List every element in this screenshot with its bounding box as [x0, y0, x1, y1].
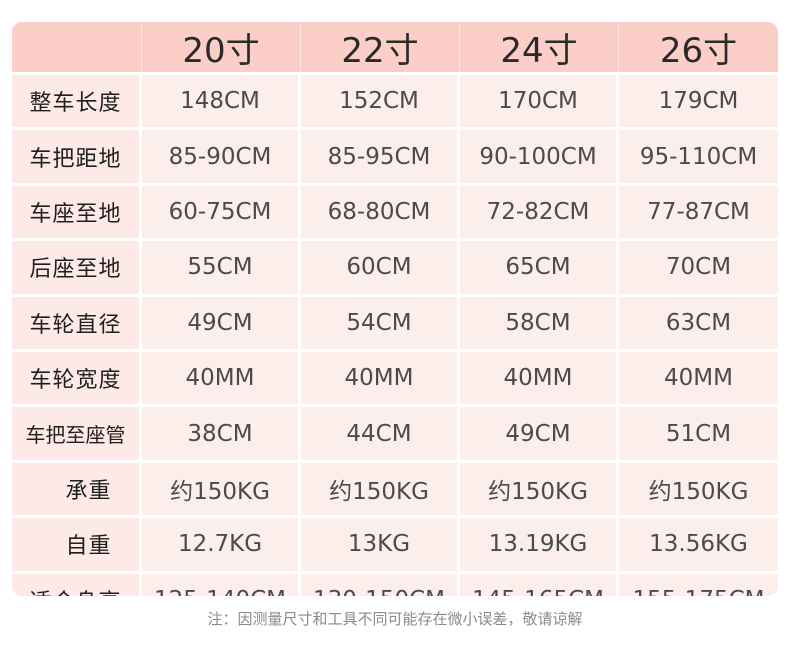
header-corner — [12, 22, 142, 72]
table-cell: 40MM — [301, 351, 460, 405]
table-cell: 68-80CM — [301, 185, 460, 239]
table-header-row: 20寸 22寸 24寸 26寸 — [12, 22, 778, 72]
table-cell: 70CM — [619, 241, 778, 294]
table-cell: 约150KG — [619, 462, 778, 516]
table-cell: 54CM — [301, 296, 460, 349]
table-cell: 179CM — [619, 75, 778, 128]
table-row: 车轮宽度 40MM 40MM 40MM 40MM — [12, 348, 778, 405]
table-cell: 40MM — [460, 351, 619, 405]
table-cell: 40MM — [619, 351, 778, 405]
row-label: 整车长度 — [12, 75, 142, 128]
table-row: 车把距地 85-90CM 85-95CM 90-100CM 95-110CM — [12, 127, 778, 183]
table-cell: 60-75CM — [142, 185, 301, 239]
table-cell: 77-87CM — [619, 185, 778, 239]
table-cell: 65CM — [460, 241, 619, 294]
row-label: 车把距地 — [12, 130, 142, 183]
header-20-inch: 20寸 — [142, 22, 301, 72]
table-cell: 约150KG — [142, 462, 301, 516]
table-cell: 95-110CM — [619, 130, 778, 183]
header-22-inch: 22寸 — [301, 22, 460, 72]
row-label: 后座至地 — [12, 241, 142, 294]
row-label: 承重 — [12, 462, 142, 516]
table-cell: 72-82CM — [460, 185, 619, 239]
table-cell: 58CM — [460, 296, 619, 349]
table-cell: 130-150CM — [301, 573, 460, 596]
table-cell: 13.56KG — [619, 518, 778, 571]
table-cell: 49CM — [460, 407, 619, 460]
table-cell: 145-165CM — [460, 573, 619, 596]
table-cell: 155-175CM — [619, 573, 778, 596]
table-cell: 148CM — [142, 75, 301, 128]
table-cell: 55CM — [142, 241, 301, 294]
table-cell: 40MM — [142, 351, 301, 405]
row-label: 车把至座管 — [12, 407, 142, 460]
table-cell: 125-140CM — [142, 573, 301, 596]
row-label: 自重 — [12, 518, 142, 571]
table-row: 承重 约150KG 约150KG 约150KG 约150KG — [12, 459, 778, 516]
table-cell: 85-95CM — [301, 130, 460, 183]
table-cell: 13KG — [301, 518, 460, 571]
table-cell: 60CM — [301, 241, 460, 294]
table-cell: 约150KG — [460, 462, 619, 516]
table-cell: 约150KG — [301, 462, 460, 516]
row-label: 适合身高 — [12, 573, 142, 596]
table-cell: 152CM — [301, 75, 460, 128]
row-label: 车轮宽度 — [12, 351, 142, 405]
table-row: 车座至地 60-75CM 68-80CM 72-82CM 77-87CM — [12, 182, 778, 239]
table-cell: 49CM — [142, 296, 301, 349]
row-label: 车座至地 — [12, 185, 142, 239]
table-row: 后座至地 55CM 60CM 65CM 70CM — [12, 238, 778, 294]
table-cell: 44CM — [301, 407, 460, 460]
table-row: 车把至座管 38CM 44CM 49CM 51CM — [12, 404, 778, 460]
table-cell: 63CM — [619, 296, 778, 349]
table-row: 车轮直径 49CM 54CM 58CM 63CM — [12, 293, 778, 349]
disclaimer-note: 注：因测量尺寸和工具不同可能存在微小误差，敬请谅解 — [207, 610, 583, 628]
size-table: 20寸 22寸 24寸 26寸 整车长度 148CM 152CM 170CM 1… — [12, 22, 778, 596]
header-26-inch: 26寸 — [659, 30, 738, 71]
table-cell: 51CM — [619, 407, 778, 460]
table-cell: 90-100CM — [460, 130, 619, 183]
header-24-inch: 24寸 — [460, 22, 619, 72]
table-cell: 85-90CM — [142, 130, 301, 183]
row-label: 车轮直径 — [12, 296, 142, 349]
table-row: 适合身高 125-140CM 130-150CM 145-165CM 155-1… — [12, 570, 778, 596]
table-cell: 170CM — [460, 75, 619, 128]
table-cell: 13.19KG — [460, 518, 619, 571]
table-cell: 38CM — [142, 407, 301, 460]
table-row: 整车长度 148CM 152CM 170CM 179CM — [12, 72, 778, 128]
table-row: 自重 12.7KG 13KG 13.19KG 13.56KG — [12, 515, 778, 571]
table-cell: 12.7KG — [142, 518, 301, 571]
